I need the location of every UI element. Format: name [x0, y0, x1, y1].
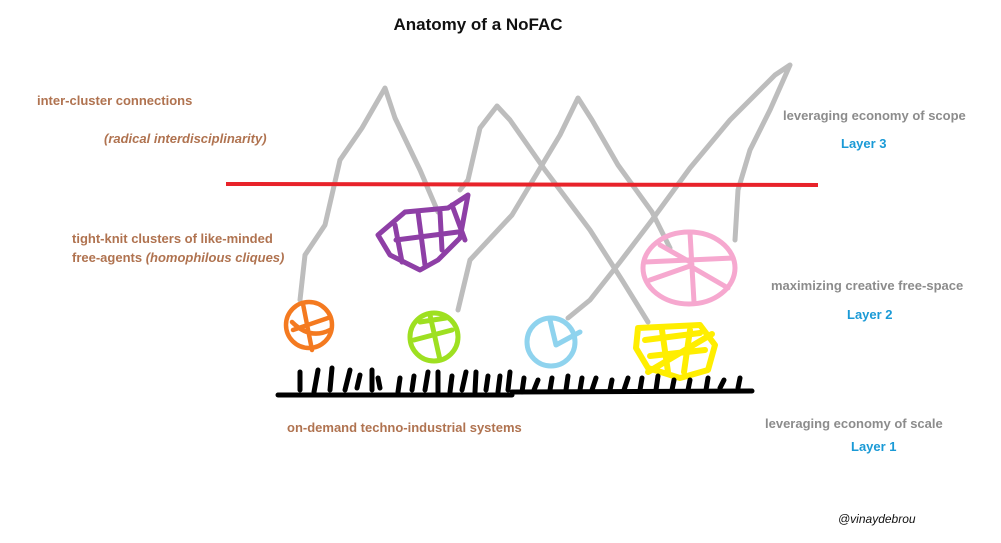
layer-2-label: Layer 2	[847, 307, 893, 322]
connection-line	[565, 62, 793, 321]
connection-line	[455, 95, 673, 313]
clusters-label-free-agents: free-agents	[72, 250, 146, 265]
layer-divider-line	[225, 182, 819, 187]
cluster-pink	[640, 229, 738, 307]
diagram-title: Anatomy of a NoFAC	[393, 15, 563, 34]
clusters-label-line1: tight-knit clusters of like-minded	[72, 231, 273, 246]
layer-3-label: Layer 3	[841, 136, 887, 151]
inter-cluster-label: inter-cluster connections	[37, 93, 193, 108]
clusters-label-line2: free-agents (homophilous cliques)	[72, 249, 284, 267]
inter-cluster-connections	[297, 62, 793, 325]
connection-line	[457, 103, 651, 325]
cluster-orange	[283, 299, 335, 353]
cluster-lightblue	[524, 315, 583, 369]
clusters-label-cliques: (homophilous cliques)	[145, 250, 285, 265]
base-systems	[275, 365, 755, 398]
economy-of-scale-label: leveraging economy of scale	[765, 416, 943, 431]
on-demand-systems-label: on-demand techno-industrial systems	[287, 420, 522, 435]
cluster-lime	[407, 310, 461, 364]
author-credit: @vinaydebrou	[838, 512, 916, 526]
economy-of-scope-label: leveraging economy of scope	[783, 108, 966, 123]
radical-interdisciplinarity-label: (radical interdisciplinarity)	[104, 131, 267, 146]
cluster-yellow	[633, 322, 718, 381]
cluster-purple	[375, 192, 471, 273]
layer-1-label: Layer 1	[851, 439, 897, 454]
creative-free-space-label: maximizing creative free-space	[771, 278, 964, 293]
connection-line	[297, 85, 441, 303]
